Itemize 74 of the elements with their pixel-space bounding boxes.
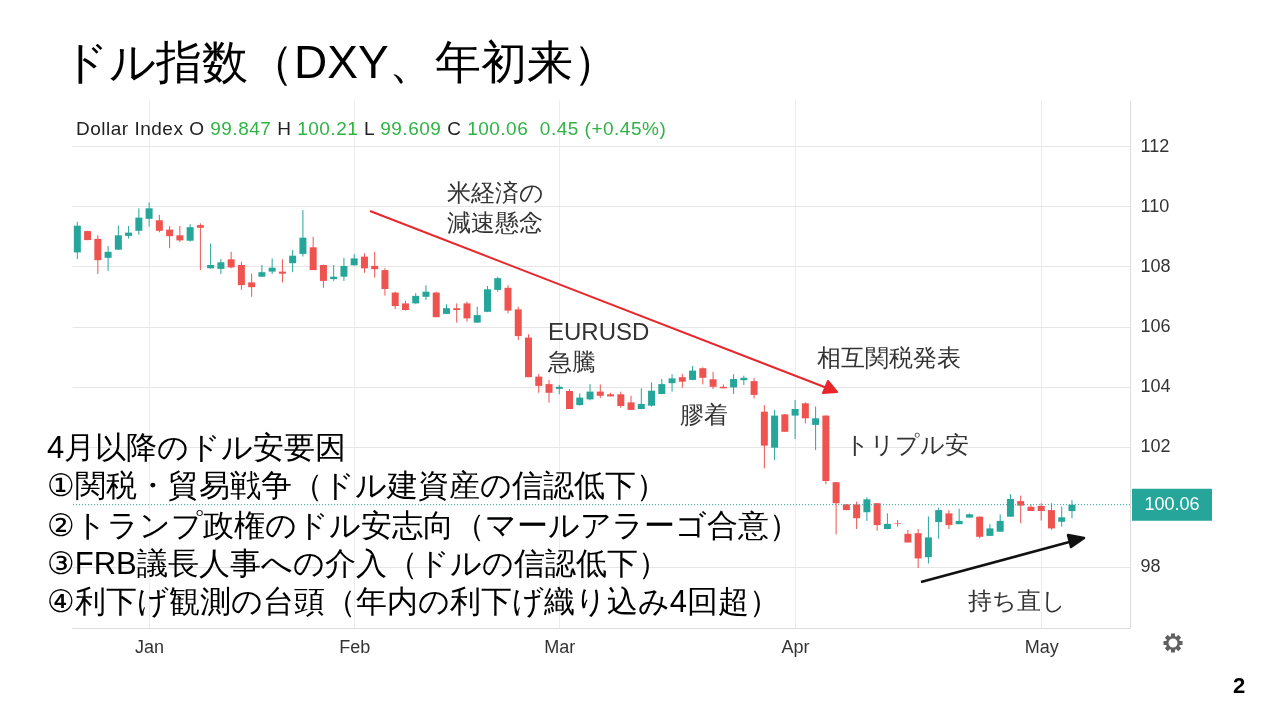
candlestick <box>730 373 738 395</box>
y-tick-label: 102 <box>1140 436 1171 456</box>
x-tick-label: Jan <box>135 636 165 657</box>
text: Dollar Index O 99.847 H 100.21 L 99.609 C 100.06 0.45 (+0.45%) <box>76 118 667 139</box>
candlestick <box>873 502 881 532</box>
chart-title: ドル指数（DXY、年初来） <box>62 35 619 90</box>
annotation: ②トランプ政権のドル安志向（マールアラーゴ合意） <box>47 507 800 545</box>
candlestick <box>289 249 297 273</box>
candlestick <box>371 251 379 279</box>
candlestick <box>545 379 553 404</box>
candlestick <box>504 284 512 314</box>
candlestick <box>309 236 317 271</box>
annotation: 4月以降のドル安要因 <box>47 429 347 467</box>
candlestick <box>217 258 225 275</box>
annotation: 持ち直し <box>968 586 1066 616</box>
candlestick <box>278 258 286 283</box>
candlestick <box>801 401 809 424</box>
annotation: 相互関税発表 <box>817 343 961 373</box>
candlestick <box>535 373 543 394</box>
y-tick-label: 112 <box>1140 136 1170 156</box>
candlestick <box>976 515 984 539</box>
candlestick <box>104 245 112 272</box>
candlestick <box>483 285 491 313</box>
candlestick <box>750 377 758 399</box>
candlestick <box>94 234 102 275</box>
y-tick-label: 110 <box>1140 196 1170 216</box>
x-tick-label: Mar <box>544 636 576 657</box>
candlestick <box>176 225 184 243</box>
annotation: ①関税・貿易戦争（ドル建資産の信認低下） <box>47 467 667 505</box>
y-tick-label: 106 <box>1140 316 1171 336</box>
candlestick <box>340 257 348 282</box>
x-tick-label: Feb <box>339 636 371 657</box>
candlestick <box>237 261 245 291</box>
candlestick <box>135 207 143 236</box>
y-tick-label: 98 <box>1140 556 1161 576</box>
candlestick <box>196 222 204 271</box>
candlestick <box>463 301 471 323</box>
candlestick <box>207 242 215 270</box>
candlestick <box>935 507 943 540</box>
annotation: 膠着 <box>680 400 728 430</box>
candlestick <box>227 251 235 269</box>
candlestick <box>945 509 953 530</box>
candlestick <box>812 406 820 451</box>
annotation: ④利下げ観測の台頭（年内の利下げ織り込み4回超） <box>47 583 781 621</box>
candlestick <box>1047 502 1055 531</box>
candlestick <box>832 481 840 535</box>
y-tick-label: 104 <box>1140 376 1171 396</box>
candlestick <box>299 209 307 258</box>
annotation: トリプル安 <box>845 430 969 460</box>
candlestick <box>166 225 174 249</box>
candlestick <box>709 371 717 390</box>
candlestick <box>1058 506 1066 528</box>
candlestick <box>145 201 153 228</box>
candlestick <box>924 515 932 564</box>
annotation: ③FRB議長人事への介入（ドルの信認低下） <box>47 545 669 583</box>
candlestick <box>453 302 461 324</box>
candlestick <box>791 399 799 440</box>
candlestick <box>381 267 389 297</box>
y-tick-label: 108 <box>1140 256 1171 276</box>
ref-line-label: 100.06 <box>1144 493 1200 514</box>
annotation: EURUSD急騰 <box>548 317 651 377</box>
candlestick <box>258 264 266 278</box>
candlestick <box>360 252 368 274</box>
x-tick-label: Apr <box>781 636 810 657</box>
annotation: 米経済の減速懸念 <box>447 178 545 238</box>
candlestick <box>114 225 122 251</box>
candlestick <box>853 501 861 530</box>
candlestick <box>668 373 676 393</box>
candlestick <box>248 272 256 298</box>
candlestick <box>422 284 430 301</box>
candlestick <box>648 381 656 408</box>
text: 2 <box>1233 672 1246 700</box>
candlestick <box>1017 495 1025 524</box>
x-tick-label: May <box>1024 636 1059 657</box>
